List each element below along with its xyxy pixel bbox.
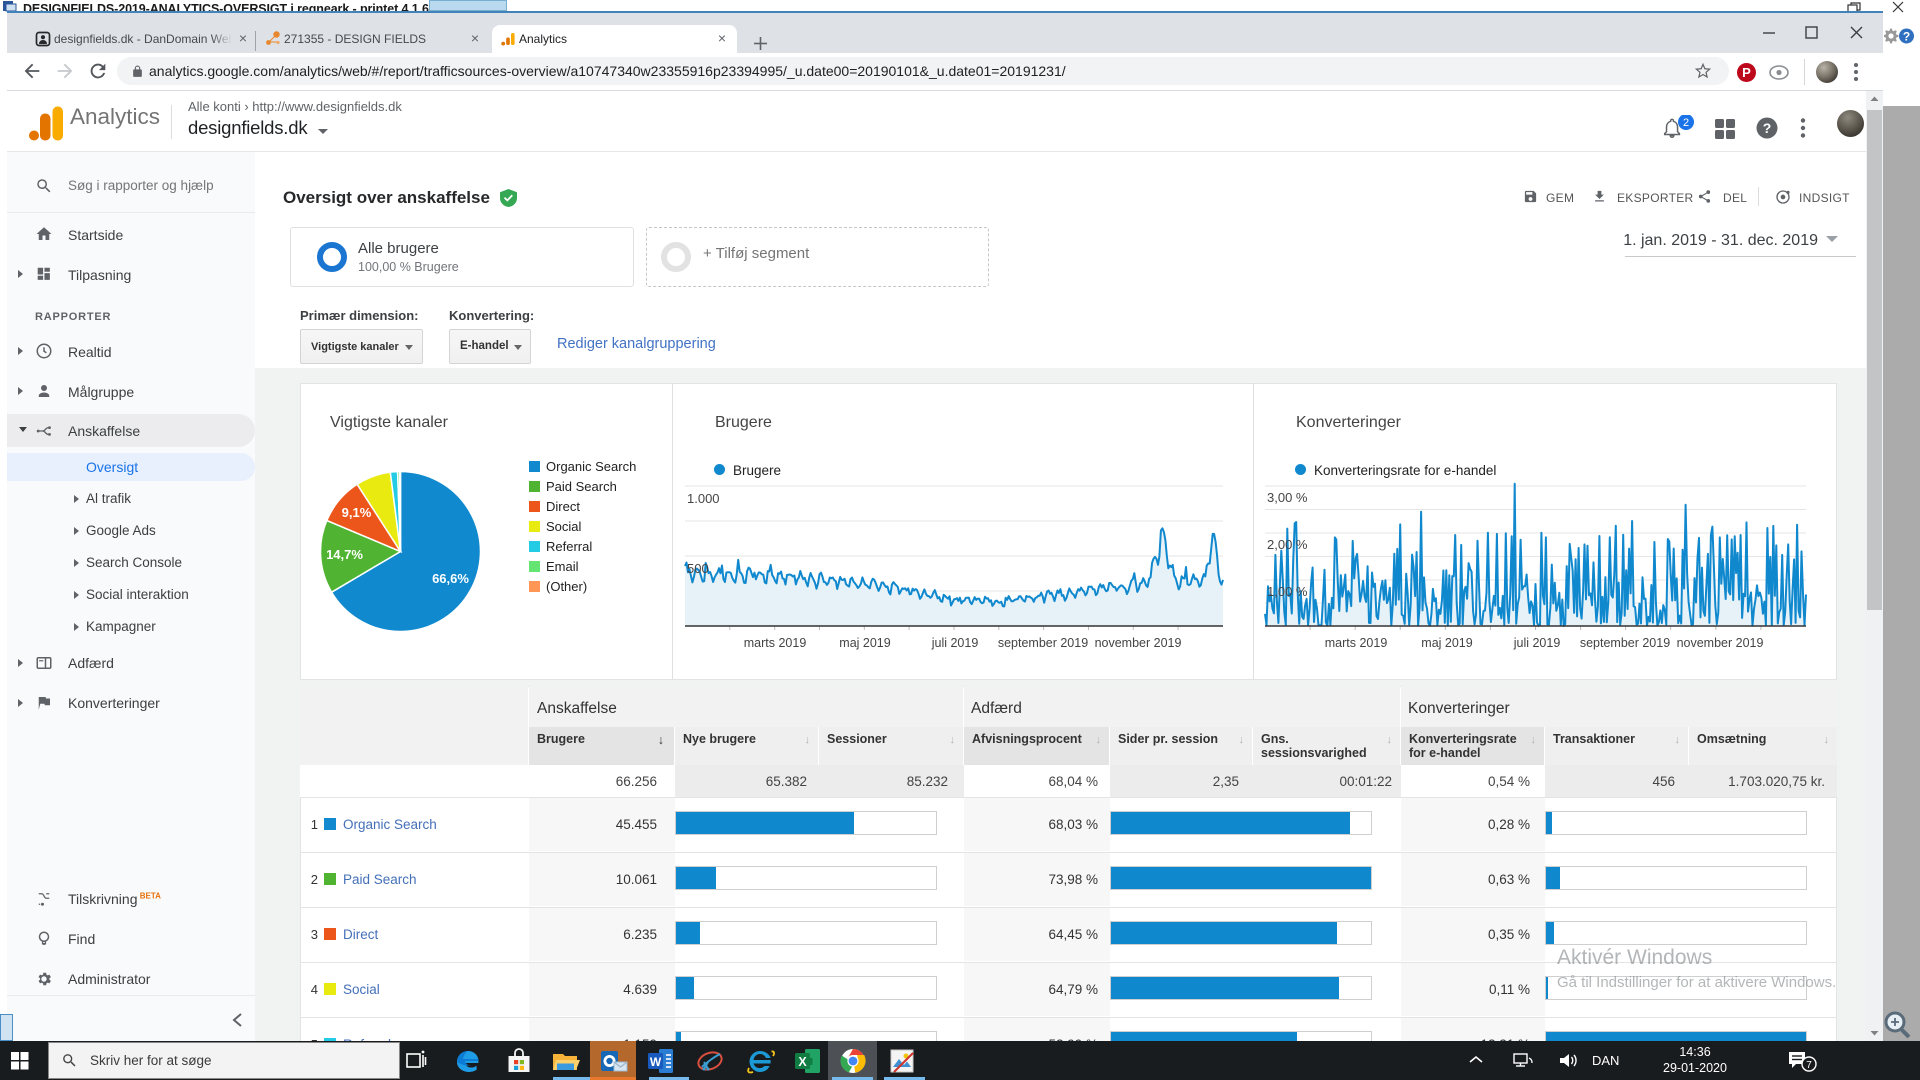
- svg-text:2: 2: [1683, 117, 1689, 129]
- svg-text:?: ?: [1763, 120, 1772, 136]
- svg-text:9,1%: 9,1%: [342, 505, 372, 520]
- svg-text:66,6%: 66,6%: [432, 571, 469, 586]
- svg-text:14,7%: 14,7%: [326, 547, 363, 562]
- svg-text:7: 7: [1806, 1060, 1812, 1071]
- svg-text:X: X: [798, 1055, 807, 1069]
- svg-text:W: W: [650, 1055, 662, 1069]
- svg-text:P: P: [1742, 65, 1751, 80]
- svg-text:?: ?: [1903, 30, 1910, 44]
